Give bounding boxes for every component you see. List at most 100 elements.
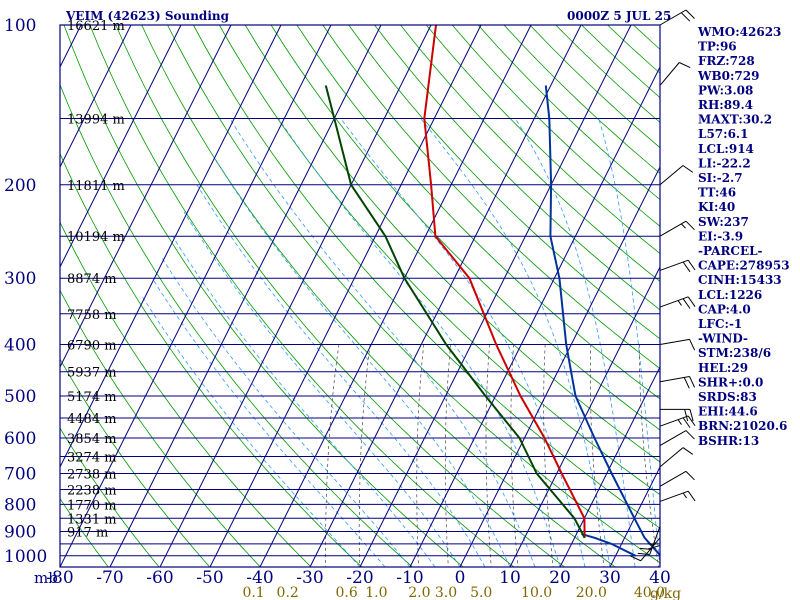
temperature-tick-label: -20 [346,568,373,588]
index-label: SI:-2.7 [698,171,743,185]
temperature-tick-label: -80 [46,568,73,588]
temperature-tick-label: 20 [549,568,571,588]
dry-adiabat-line [425,25,660,255]
index-label: LCL:914 [698,142,754,156]
height-label: 5174 m [67,390,117,405]
moist-adiabat-line [151,277,386,567]
isotherm-line [60,25,182,269]
mixing-ratio-label: 2.0 [408,585,430,600]
wind-barb-flag [687,415,696,427]
pressure-tick-label: 100 [4,16,36,36]
wind-barb-flag [689,376,696,388]
height-label: 11811 m [67,179,125,194]
wind-barb-shaft [659,447,684,468]
index-label: HEL:29 [698,361,748,375]
height-label: 4484 m [67,412,117,427]
height-label: 8874 m [67,272,117,287]
wind-barb-flag [629,555,641,562]
dry-adiabat-line [60,83,413,567]
pressure-tick-label: 500 [4,387,36,407]
wind-barb-flag [687,296,696,307]
isotherm-line [60,25,232,369]
isotherm-line [209,25,482,567]
index-label: STM:238/6 [698,346,771,360]
chart-date: 0000Z 5 JUL 25 [567,9,671,23]
wind-barb-flag [682,447,694,455]
temperature-tick-label: -50 [196,568,223,588]
pressure-tick-label: 600 [4,429,36,449]
moist-adiabat-line [142,296,361,567]
index-label: BSHR:13 [698,434,759,448]
isotherm-line [60,25,332,567]
height-label: 10194 m [67,230,125,245]
wind-barb-half-flag [677,419,682,425]
chart-title: VEIM (42623) Sounding [65,9,230,23]
wind-barb-flag [683,377,690,389]
wind-barb-flag [685,9,695,19]
moist-adiabat-line [211,153,511,567]
wind-barb-shaft [659,338,690,346]
wind-barb-flag [680,12,691,22]
height-label: 16621 m [67,19,125,34]
wind-barb-flag [687,490,696,502]
dry-adiabat-line [167,25,660,564]
height-label: 1770 m [67,498,117,513]
index-label: TP:96 [698,40,737,54]
dry-adiabat-line [141,25,616,567]
stability-indices-panel: WMO:42623TP:96FRZ:728WB0:729PW:3.08RH:89… [697,25,790,448]
axis-labels: 0.1 0.2 0.6 1.0 2.0 3.0 5.0 10.0 20.0 40.01002003… [4,16,671,600]
dry-adiabat-line [270,25,660,431]
parcel_path_red-line [423,25,586,538]
parcel_path_green-line [324,85,586,539]
pressure-tick-label: 700 [4,465,36,485]
pressure-tick-label: 200 [4,176,36,196]
mixing-ratio-label: 5.0 [470,585,492,600]
isotherm-line [259,25,532,567]
dry-adiabat-line [60,497,109,567]
wind-barb-shaft [659,430,687,446]
dry-adiabat-line [193,25,660,529]
index-label: KI:40 [698,200,735,214]
pressure-unit-label: mb [34,569,58,587]
wind-barb-flag [685,220,695,231]
index-label: L57:6.1 [698,127,748,141]
mixing-ratio-line [485,344,492,567]
isotherm-line [159,25,432,567]
index-label: LCL:1226 [698,288,762,302]
dry-adiabat-line [555,25,660,123]
dry-adiabat-line [115,25,565,567]
pressure-tick-label: 900 [4,522,36,542]
wind-barb-flag [679,62,691,69]
isotherm-line [609,465,660,567]
moist-adiabat-line [420,118,611,567]
height-label: 13994 m [67,112,125,127]
dry-adiabat-line [60,358,211,567]
wind-barb-shaft [659,415,689,427]
wind-barb-flag [639,547,652,550]
dry-adiabat-line [60,152,363,567]
mixing-ratio-label: 40.0 [634,585,665,600]
dry-adiabat-line [400,25,660,282]
mixing-unit-label: g/kg [650,586,681,600]
isotherm-line [60,25,132,169]
dry-adiabat-line [348,25,660,340]
wind-barb-flag [685,470,695,481]
wind-barb-flag [682,417,691,428]
pressure-tick-label: 400 [4,336,36,356]
dry-adiabat-line [244,25,660,463]
isotherm-line [359,25,632,567]
index-label: SW:237 [698,215,749,229]
wind-barb-flag [682,261,691,273]
mixing-ratio-line [416,344,425,567]
isotherm-line [409,65,660,567]
index-label: EHI:44.6 [698,405,758,419]
wind-barb-flag [689,339,696,351]
wind-barb-flag [689,409,694,422]
plot-frame [59,24,661,568]
index-label: EI:-3.9 [698,229,743,243]
mixing-ratio-line [325,344,340,567]
wind-barbs [629,9,696,562]
wind-barb-half-flag [682,492,687,499]
pressure-tick-label: 800 [4,495,36,515]
dry-adiabat-line [63,25,464,567]
